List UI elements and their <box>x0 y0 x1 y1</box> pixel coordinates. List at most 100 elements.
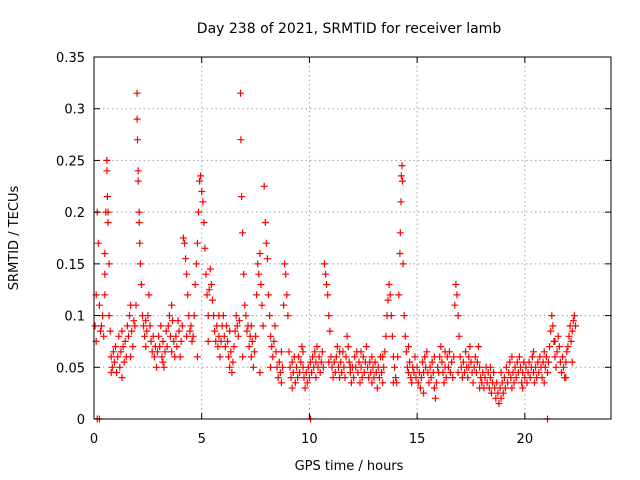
data-point <box>157 322 165 330</box>
data-point <box>159 337 167 345</box>
data-point <box>299 348 307 356</box>
data-point <box>257 281 265 288</box>
data-point <box>317 358 325 366</box>
data-point <box>289 369 297 376</box>
data-point <box>282 270 290 278</box>
data-point <box>285 348 293 356</box>
data-point <box>357 348 365 356</box>
data-point <box>456 353 464 361</box>
data-point <box>341 374 349 382</box>
data-point <box>419 358 426 366</box>
data-point <box>274 374 282 382</box>
data-point <box>417 374 425 382</box>
data-point <box>356 379 364 387</box>
data-point <box>541 363 549 371</box>
data-point <box>303 379 311 387</box>
data-point <box>297 358 305 366</box>
data-point <box>249 363 257 371</box>
x-tick-label: 15 <box>409 432 426 447</box>
data-point <box>398 162 406 170</box>
data-point <box>233 322 241 330</box>
data-point <box>423 348 431 356</box>
data-point <box>195 208 202 216</box>
data-point <box>176 353 184 361</box>
y-tick-label: 0 <box>77 413 85 428</box>
data-point <box>311 348 319 356</box>
data-point <box>95 301 103 309</box>
data-point <box>443 353 451 361</box>
data-point <box>384 296 392 304</box>
data-point <box>271 322 279 330</box>
data-point <box>200 219 208 226</box>
data-point <box>476 363 484 371</box>
x-tick-labels: 0 5 10 15 20 <box>90 432 533 447</box>
data-point <box>240 270 248 278</box>
data-point <box>530 348 537 356</box>
data-point <box>510 379 518 387</box>
data-point <box>340 363 348 371</box>
data-point <box>568 358 576 366</box>
data-point <box>283 291 291 299</box>
data-point <box>183 270 191 278</box>
data-point <box>388 332 396 340</box>
data-point <box>444 363 452 371</box>
data-point <box>133 89 141 97</box>
data-point <box>512 374 520 382</box>
data-point <box>267 332 275 340</box>
data-point <box>465 363 473 371</box>
data-point <box>125 332 132 340</box>
data-point <box>251 348 258 356</box>
data-point <box>105 312 113 320</box>
data-point <box>275 358 283 366</box>
data-point <box>220 332 228 340</box>
axes <box>93 56 612 420</box>
data-point <box>385 281 393 288</box>
data-point <box>226 363 234 371</box>
data-point <box>117 348 125 356</box>
data-point <box>207 281 215 288</box>
data-point <box>266 312 274 320</box>
data-point <box>551 353 559 361</box>
data-point <box>123 322 131 330</box>
data-point <box>145 291 153 299</box>
data-point <box>187 322 195 330</box>
data-point <box>552 363 560 371</box>
data-point <box>567 337 575 345</box>
data-point <box>368 353 376 361</box>
x-tick-label: 10 <box>301 432 318 447</box>
data-point <box>131 322 139 330</box>
data-point <box>126 312 133 320</box>
data-point <box>99 312 107 320</box>
data-point <box>248 337 256 345</box>
data-point <box>229 358 237 366</box>
data-point <box>375 374 383 382</box>
data-point <box>98 322 105 330</box>
data-point <box>359 353 367 361</box>
data-point <box>239 353 247 361</box>
data-point <box>156 343 164 351</box>
data-point <box>159 358 167 366</box>
data-point <box>413 363 421 371</box>
data-point <box>237 89 244 97</box>
data-point <box>268 343 276 351</box>
data-point <box>425 379 433 387</box>
data-point <box>316 369 324 376</box>
data-point <box>466 343 474 351</box>
data-point <box>503 363 510 371</box>
data-point <box>191 281 199 288</box>
data-point <box>116 363 124 371</box>
data-point <box>242 312 250 320</box>
data-point <box>211 327 219 335</box>
data-point <box>453 291 461 299</box>
data-point <box>450 353 458 361</box>
data-point <box>284 312 292 320</box>
data-point <box>381 348 389 356</box>
data-point <box>103 167 111 175</box>
data-point <box>247 353 255 361</box>
data-point <box>430 353 438 361</box>
data-point <box>177 337 185 345</box>
data-point <box>153 363 160 371</box>
data-point <box>94 239 102 247</box>
y-tick-label: 0.05 <box>56 361 85 376</box>
data-point <box>269 353 277 361</box>
